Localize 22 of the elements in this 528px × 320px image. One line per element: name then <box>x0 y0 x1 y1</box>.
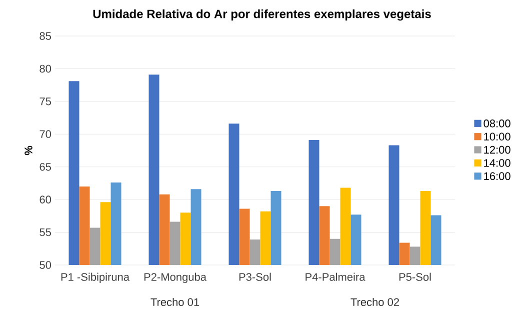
y-tick-label: 85 <box>40 32 51 40</box>
legend-label: 14:00 <box>484 159 510 167</box>
y-tick-label: 70 <box>40 130 52 138</box>
x-tick-label: P4-Palmeira <box>306 272 366 281</box>
y-tick-label: 80 <box>40 64 52 73</box>
legend-label: 12:00 <box>484 146 510 154</box>
y-tick-label: 75 <box>40 98 51 106</box>
x-tick-label: P5-Sol <box>399 272 431 281</box>
legend-label: 10:00 <box>484 132 510 141</box>
y-tick-label: 60 <box>40 196 52 204</box>
y-tick-label: 50 <box>40 261 52 269</box>
legend-label: 08:00 <box>484 120 510 128</box>
y-axis-title: % <box>24 146 32 156</box>
y-tick-label: 65 <box>40 162 51 171</box>
x-tick-label: P3-Sol <box>239 272 271 281</box>
y-tick-label: 55 <box>40 228 51 236</box>
x-tick-label: P2-Monguba <box>144 272 206 284</box>
x-tick-label: P1 -Sibipiruna <box>61 272 130 284</box>
text: Trecho 01 <box>150 298 200 306</box>
legend-label: 16:00 <box>484 172 510 180</box>
chart-title: Umidade Relativa do Ar por diferentes exemplares vegetais <box>93 9 431 21</box>
text: Trecho 02 <box>350 298 399 306</box>
